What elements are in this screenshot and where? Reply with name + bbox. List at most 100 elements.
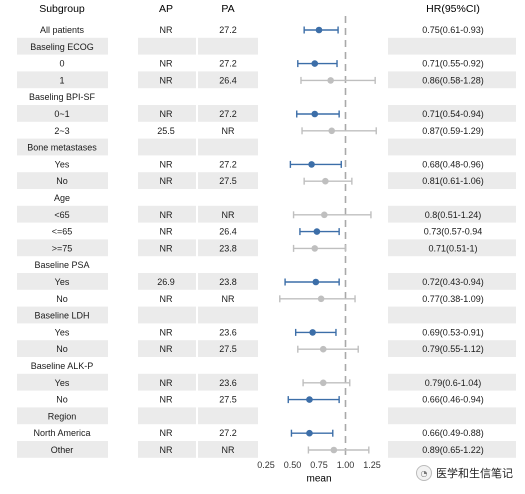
row-band bbox=[17, 138, 108, 156]
hr-text: 0.81(0.61-1.06) bbox=[422, 176, 484, 186]
point-estimate bbox=[311, 60, 319, 67]
ap-value: NR bbox=[160, 243, 173, 253]
row-band bbox=[138, 105, 196, 122]
x-axis-label: mean bbox=[306, 474, 331, 485]
point-estimate bbox=[313, 228, 321, 235]
row-band bbox=[388, 340, 516, 357]
point-estimate bbox=[312, 278, 320, 286]
point-estimate bbox=[319, 345, 327, 353]
row-band bbox=[138, 239, 196, 257]
hr-text: 0.79(0.6-1.04) bbox=[425, 378, 482, 388]
row-band bbox=[388, 306, 516, 324]
x-tick-label: 0.50 bbox=[284, 460, 302, 470]
x-tick-label: 0.25 bbox=[257, 460, 275, 470]
pa-value: NR bbox=[222, 126, 235, 136]
group-label: Baseling ECOG bbox=[30, 42, 94, 52]
row-band bbox=[17, 306, 108, 324]
row-band bbox=[198, 37, 258, 55]
row-band bbox=[138, 71, 196, 89]
row-band bbox=[388, 205, 516, 223]
row-band bbox=[388, 373, 516, 391]
row-band bbox=[17, 172, 108, 189]
header-ap: AP bbox=[159, 3, 173, 15]
subgroup-label: <=65 bbox=[52, 227, 73, 237]
point-estimate bbox=[306, 396, 313, 403]
subgroup-label: Yes bbox=[55, 159, 70, 169]
hr-text: 0.89(0.65-1.22) bbox=[422, 445, 484, 455]
row-band bbox=[138, 205, 196, 223]
row-band bbox=[388, 71, 516, 89]
pa-value: 27.2 bbox=[219, 109, 237, 119]
point-estimate bbox=[322, 177, 329, 185]
x-tick-label: 1.00 bbox=[337, 460, 355, 470]
ap-value: NR bbox=[160, 25, 173, 35]
subgroup-label: 2~3 bbox=[54, 126, 69, 136]
ap-value: NR bbox=[160, 344, 173, 354]
hr-text: 0.8(0.51-1.24) bbox=[425, 210, 482, 220]
subgroup-label: Other bbox=[51, 445, 74, 455]
ap-value: NR bbox=[160, 294, 173, 304]
row-band bbox=[198, 306, 258, 324]
row-band bbox=[138, 172, 196, 189]
row-band bbox=[198, 71, 258, 89]
point-estimate bbox=[308, 161, 315, 168]
row-band bbox=[388, 105, 516, 122]
ap-value: NR bbox=[160, 378, 173, 388]
row-band bbox=[138, 373, 196, 391]
ap-value: 25.5 bbox=[157, 126, 175, 136]
subgroup-label: No bbox=[56, 344, 68, 354]
group-label: Baseline LDH bbox=[34, 311, 89, 321]
pa-value: 23.6 bbox=[219, 378, 237, 388]
ap-value: NR bbox=[160, 327, 173, 337]
pa-value: 26.4 bbox=[219, 227, 237, 237]
ap-value: NR bbox=[160, 109, 173, 119]
pa-value: NR bbox=[222, 210, 235, 220]
ap-value: NR bbox=[160, 176, 173, 186]
hr-text: 0.79(0.55-1.12) bbox=[422, 344, 484, 354]
x-tick-label: 1.25 bbox=[363, 460, 381, 470]
hr-text: 0.72(0.43-0.94) bbox=[422, 277, 484, 287]
pa-value: 27.2 bbox=[219, 428, 237, 438]
row-band bbox=[17, 71, 108, 89]
hr-text: 0.69(0.53-0.91) bbox=[422, 327, 484, 337]
hr-text: 0.66(0.46-0.94) bbox=[422, 395, 484, 405]
row-band bbox=[388, 138, 516, 156]
point-estimate bbox=[311, 245, 319, 252]
row-band bbox=[198, 138, 258, 156]
row-bands bbox=[17, 37, 516, 458]
ap-value: NR bbox=[160, 395, 173, 405]
row-band bbox=[198, 273, 258, 290]
row-band bbox=[198, 441, 258, 458]
hr-text: 0.86(0.58-1.28) bbox=[422, 75, 484, 85]
group-label: Baseline ALK-P bbox=[31, 361, 94, 371]
row-band bbox=[388, 172, 516, 189]
row-band bbox=[388, 273, 516, 290]
row-band bbox=[138, 273, 196, 290]
hr-text: 0.66(0.49-0.88) bbox=[422, 428, 484, 438]
subgroup-label: 0~1 bbox=[54, 109, 69, 119]
ap-value: 26.9 bbox=[157, 277, 175, 287]
point-estimate bbox=[327, 77, 334, 84]
header-hr: HR(95%CI) bbox=[426, 3, 480, 15]
point-estimate bbox=[315, 26, 323, 34]
subgroup-label: No bbox=[56, 176, 68, 186]
ap-value: NR bbox=[160, 210, 173, 220]
point-estimate bbox=[306, 429, 313, 437]
ap-value: NR bbox=[160, 75, 173, 85]
row-band bbox=[388, 441, 516, 458]
pa-value: 27.5 bbox=[219, 344, 237, 354]
x-tick-label: 0.75 bbox=[310, 460, 328, 470]
watermark-text: 医学和生信笔记 bbox=[436, 467, 513, 480]
row-band bbox=[138, 340, 196, 357]
row-band bbox=[388, 37, 516, 55]
row-band bbox=[17, 340, 108, 357]
group-label: Bone metastases bbox=[27, 143, 97, 153]
pa-value: NR bbox=[222, 294, 235, 304]
pa-value: 23.8 bbox=[219, 277, 237, 287]
row-band bbox=[17, 239, 108, 257]
column-headers: Subgroup AP PA HR(95%CI) bbox=[39, 3, 480, 15]
subgroup-label: 1 bbox=[59, 75, 64, 85]
hr-text: 0.73(0.57-0.94 bbox=[424, 227, 483, 237]
wechat-logo-icon: ◔ bbox=[416, 465, 432, 481]
header-pa: PA bbox=[221, 3, 234, 15]
